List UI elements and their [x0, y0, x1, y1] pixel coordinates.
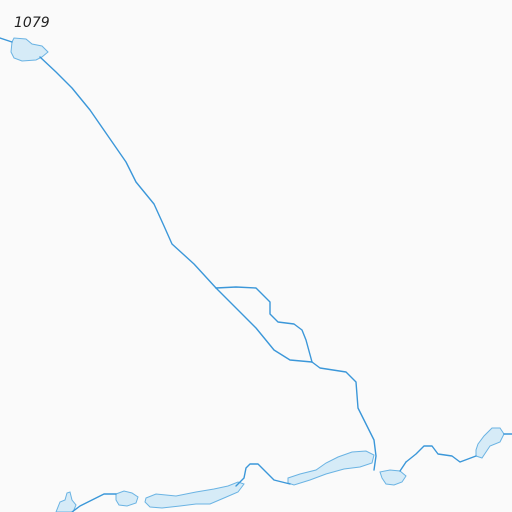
main-river-upper — [0, 37, 217, 289]
river-bottom-mid — [235, 463, 291, 487]
lakes — [10, 37, 505, 512]
elevation-label: 1079 — [14, 15, 50, 31]
lake-bottom-center — [287, 450, 375, 486]
lake-bottom-left-small — [115, 490, 139, 507]
river-bottom-right — [405, 433, 512, 463]
lake-top-left — [10, 37, 49, 62]
river-bottom-connector — [399, 461, 407, 472]
river-bottom-left — [71, 493, 117, 512]
river-east-loop — [215, 286, 313, 363]
lake-bottom-center-right — [379, 469, 407, 486]
main-river-middle — [311, 361, 377, 471]
lake-bottom-far-left — [55, 491, 77, 512]
lake-right — [475, 427, 505, 459]
river-west-branch — [215, 287, 313, 363]
rivers — [0, 37, 512, 512]
lake-bottom-mid-left — [144, 481, 245, 509]
